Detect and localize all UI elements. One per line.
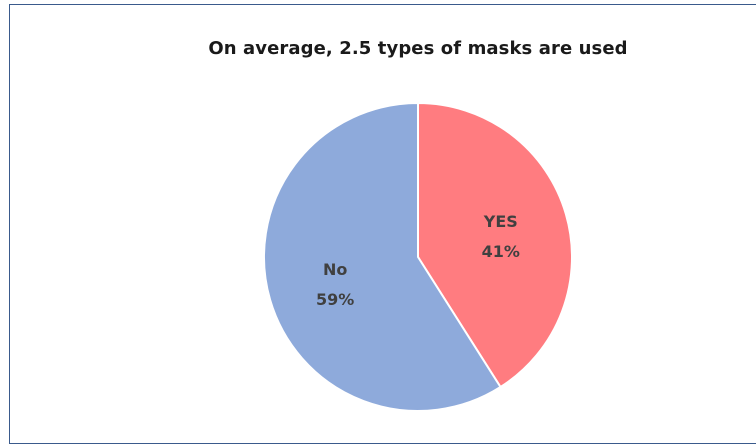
pie-chart: YES 41% No 59% [263,101,573,412]
slice-value-no: 59% [316,290,354,309]
slice-value-yes: 41% [482,242,520,261]
slice-label-yes: YES [483,212,518,231]
pie-slice-no [263,101,502,412]
slice-label-no: No [323,260,347,279]
chart-title: On average, 2.5 types of masks are used [208,38,628,59]
